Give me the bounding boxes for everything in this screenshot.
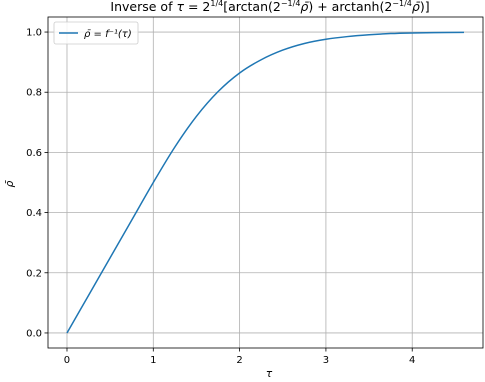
title-prefix: Inverse of: [110, 0, 176, 14]
title-plus: ) + arctanh(2: [308, 0, 392, 14]
ticks: 0 1 2 3 4 0.0 0.2 0.4 0.6 0.8 1.0: [26, 28, 415, 366]
legend: ρ̄ = f⁻¹(τ): [53, 21, 139, 45]
title-tau: τ: [176, 0, 184, 14]
y-tick-label: 0.6: [26, 148, 42, 159]
title-exp-neg-quarter-1: −1/4: [281, 0, 301, 8]
legend-label: ρ̄ = f⁻¹(τ): [84, 29, 132, 40]
title-close: )]: [420, 0, 430, 14]
y-tick-label: 0.8: [26, 88, 42, 99]
x-axis-label: τ: [266, 368, 273, 380]
legend-box: [53, 21, 139, 45]
y-tick-label: 0.2: [26, 268, 42, 279]
x-tick-label: 2: [236, 355, 242, 366]
axes-frame: [47, 16, 484, 349]
x-tick-label: 3: [323, 355, 329, 366]
title-open: [arctan(2: [223, 0, 281, 14]
x-tick-label: 4: [409, 355, 415, 366]
series-line: [66, 31, 465, 334]
title-rho-1: ρ̄: [300, 0, 309, 14]
series-layer: [66, 31, 465, 334]
title-eq: = 2: [184, 0, 210, 14]
y-axis-label: ρ̄: [4, 180, 16, 188]
y-tick-label: 0.4: [26, 208, 42, 219]
y-tick-label: 0.0: [26, 328, 42, 339]
y-tick-label: 1.0: [26, 28, 42, 39]
chart-title: Inverse of τ = 21/4[arctan(2−1/4ρ̄) + ar…: [110, 0, 429, 14]
title-exp-neg-quarter-2: −1/4: [392, 0, 412, 8]
title-exp-quarter: 1/4: [210, 0, 223, 8]
grid: [48, 17, 483, 348]
x-tick-label: 1: [150, 355, 156, 366]
x-tick-label: 0: [64, 355, 70, 366]
title-rho-2: ρ̄: [412, 0, 421, 14]
